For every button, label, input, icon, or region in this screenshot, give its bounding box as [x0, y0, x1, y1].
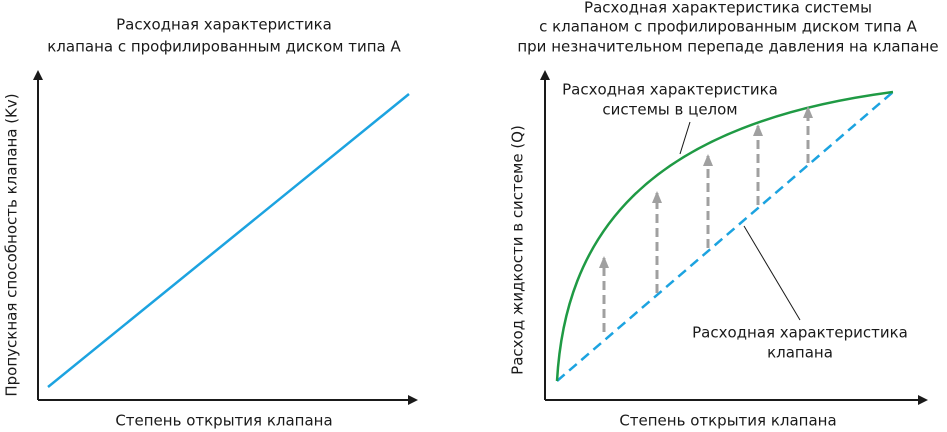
title-line: Расходная характеристика	[116, 16, 332, 34]
valve-line	[47, 93, 410, 388]
system-curve	[555, 90, 894, 382]
x-axis-label: Степень открытия клапана	[619, 412, 836, 430]
gain-arrows	[599, 106, 813, 332]
title-line: при незначительном перепаде давления на …	[517, 38, 938, 56]
right-chart: Расходная характеристика системы с клапа…	[509, 0, 939, 430]
y-axis-label: Пропускная способность клапана (Kv)	[3, 93, 21, 396]
title-line: Расходная характеристика системы	[584, 0, 872, 17]
y-axis-label: Расход жидкости в системе (Q)	[509, 125, 527, 375]
annotation: Расходная характеристика	[562, 81, 778, 99]
title-line: с клапаном с профилированным диском типа…	[539, 18, 918, 36]
leader-line	[679, 121, 691, 155]
annotation: Расходная характеристика	[692, 324, 908, 342]
valve-line	[556, 91, 894, 382]
x-axis-label: Степень открытия клапана	[115, 412, 332, 430]
annotation: клапана	[767, 344, 833, 362]
leader-line	[743, 225, 801, 321]
annotation: системы в целом	[602, 101, 737, 119]
title-line: клапана с профилированным диском типа А	[47, 38, 401, 56]
left-chart: Расходная характеристика клапана с профи…	[3, 16, 418, 430]
